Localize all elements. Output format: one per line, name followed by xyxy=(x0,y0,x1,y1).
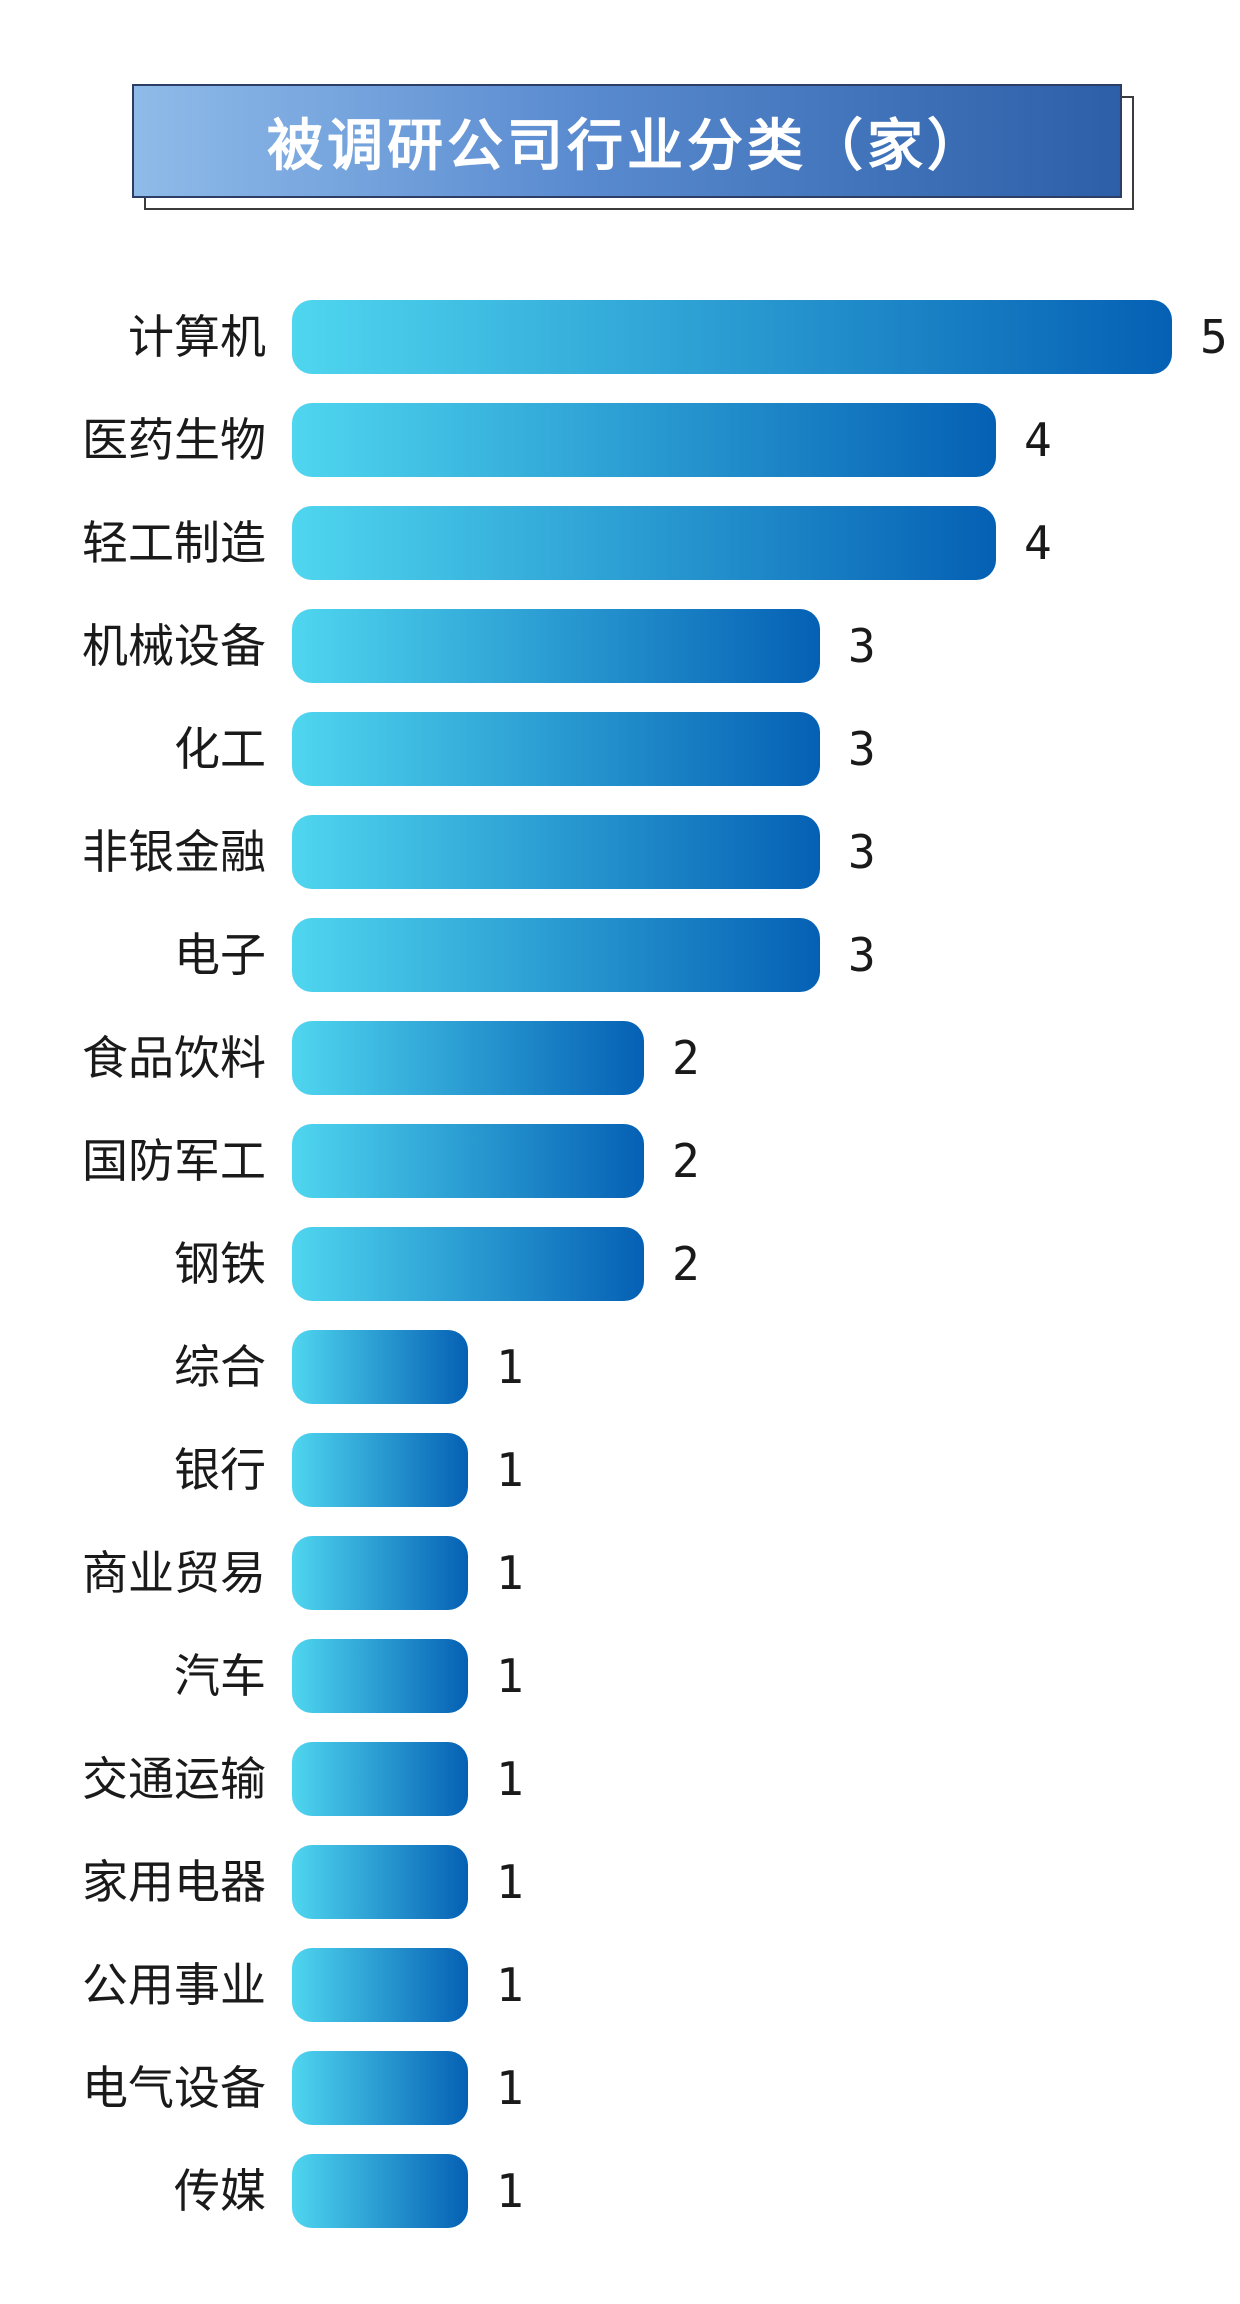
category-label: 食品饮料 xyxy=(82,1031,266,1085)
value-label: 4 xyxy=(1024,413,1052,467)
chart-title: 被调研公司行业分类（家） xyxy=(267,113,987,179)
category-label: 电子 xyxy=(174,928,266,982)
bar-16 xyxy=(292,1845,468,1919)
value-label: 1 xyxy=(496,2061,524,2115)
bar-7 xyxy=(292,918,820,992)
category-label: 机械设备 xyxy=(82,619,266,673)
category-label: 家用电器 xyxy=(82,1855,266,1909)
bar-3 xyxy=(292,506,996,580)
bar-11 xyxy=(292,1330,468,1404)
bars-group xyxy=(292,300,1172,2228)
category-label: 公用事业 xyxy=(82,1958,266,2012)
value-label: 5 xyxy=(1200,310,1228,364)
bar-8 xyxy=(292,1021,644,1095)
bar-1 xyxy=(292,300,1172,374)
category-label: 钢铁 xyxy=(174,1237,266,1291)
category-label: 轻工制造 xyxy=(82,516,266,570)
bar-9 xyxy=(292,1124,644,1198)
category-label: 医药生物 xyxy=(82,413,266,467)
category-label: 银行 xyxy=(174,1443,266,1497)
bar-5 xyxy=(292,712,820,786)
bar-13 xyxy=(292,1536,468,1610)
value-labels-group: 5 4 4 3 3 3 3 2 2 2 1 1 1 1 1 1 1 1 1 xyxy=(496,310,1228,2218)
bar-2 xyxy=(292,403,996,477)
bar-12 xyxy=(292,1433,468,1507)
value-label: 4 xyxy=(1024,516,1052,570)
bar-4 xyxy=(292,609,820,683)
value-label: 1 xyxy=(496,1752,524,1806)
value-label: 1 xyxy=(496,1855,524,1909)
category-label: 非银金融 xyxy=(82,825,266,879)
category-label: 化工 xyxy=(174,722,266,776)
value-label: 2 xyxy=(672,1031,700,1085)
value-label: 1 xyxy=(496,1546,524,1600)
value-label: 1 xyxy=(496,2164,524,2218)
category-label: 国防军工 xyxy=(82,1134,266,1188)
value-label: 1 xyxy=(496,1443,524,1497)
category-label: 计算机 xyxy=(128,310,266,364)
category-label: 商业贸易 xyxy=(82,1546,266,1600)
value-label: 2 xyxy=(672,1134,700,1188)
category-label: 汽车 xyxy=(174,1649,266,1703)
category-labels-group: 计算机医药生物轻工制造机械设备化工非银金融电子食品饮料国防军工钢铁综合银行商业贸… xyxy=(82,310,266,2218)
value-label: 1 xyxy=(496,1340,524,1394)
value-label: 3 xyxy=(848,722,876,776)
bar-15 xyxy=(292,1742,468,1816)
bar-6 xyxy=(292,815,820,889)
value-label: 3 xyxy=(848,825,876,879)
bar-19 xyxy=(292,2154,468,2228)
chart-title-banner: 被调研公司行业分类（家） xyxy=(132,84,1134,210)
value-label: 1 xyxy=(496,1649,524,1703)
category-label: 交通运输 xyxy=(82,1752,266,1806)
bar-10 xyxy=(292,1227,644,1301)
value-label: 3 xyxy=(848,619,876,673)
value-label: 2 xyxy=(672,1237,700,1291)
bar-17 xyxy=(292,1948,468,2022)
category-label: 综合 xyxy=(174,1340,266,1394)
value-label: 1 xyxy=(496,1958,524,2012)
title-box: 被调研公司行业分类（家） xyxy=(132,84,1122,198)
bar-18 xyxy=(292,2051,468,2125)
value-label: 3 xyxy=(848,928,876,982)
category-label: 电气设备 xyxy=(82,2061,266,2115)
bar-14 xyxy=(292,1639,468,1713)
category-label: 传媒 xyxy=(174,2164,266,2218)
